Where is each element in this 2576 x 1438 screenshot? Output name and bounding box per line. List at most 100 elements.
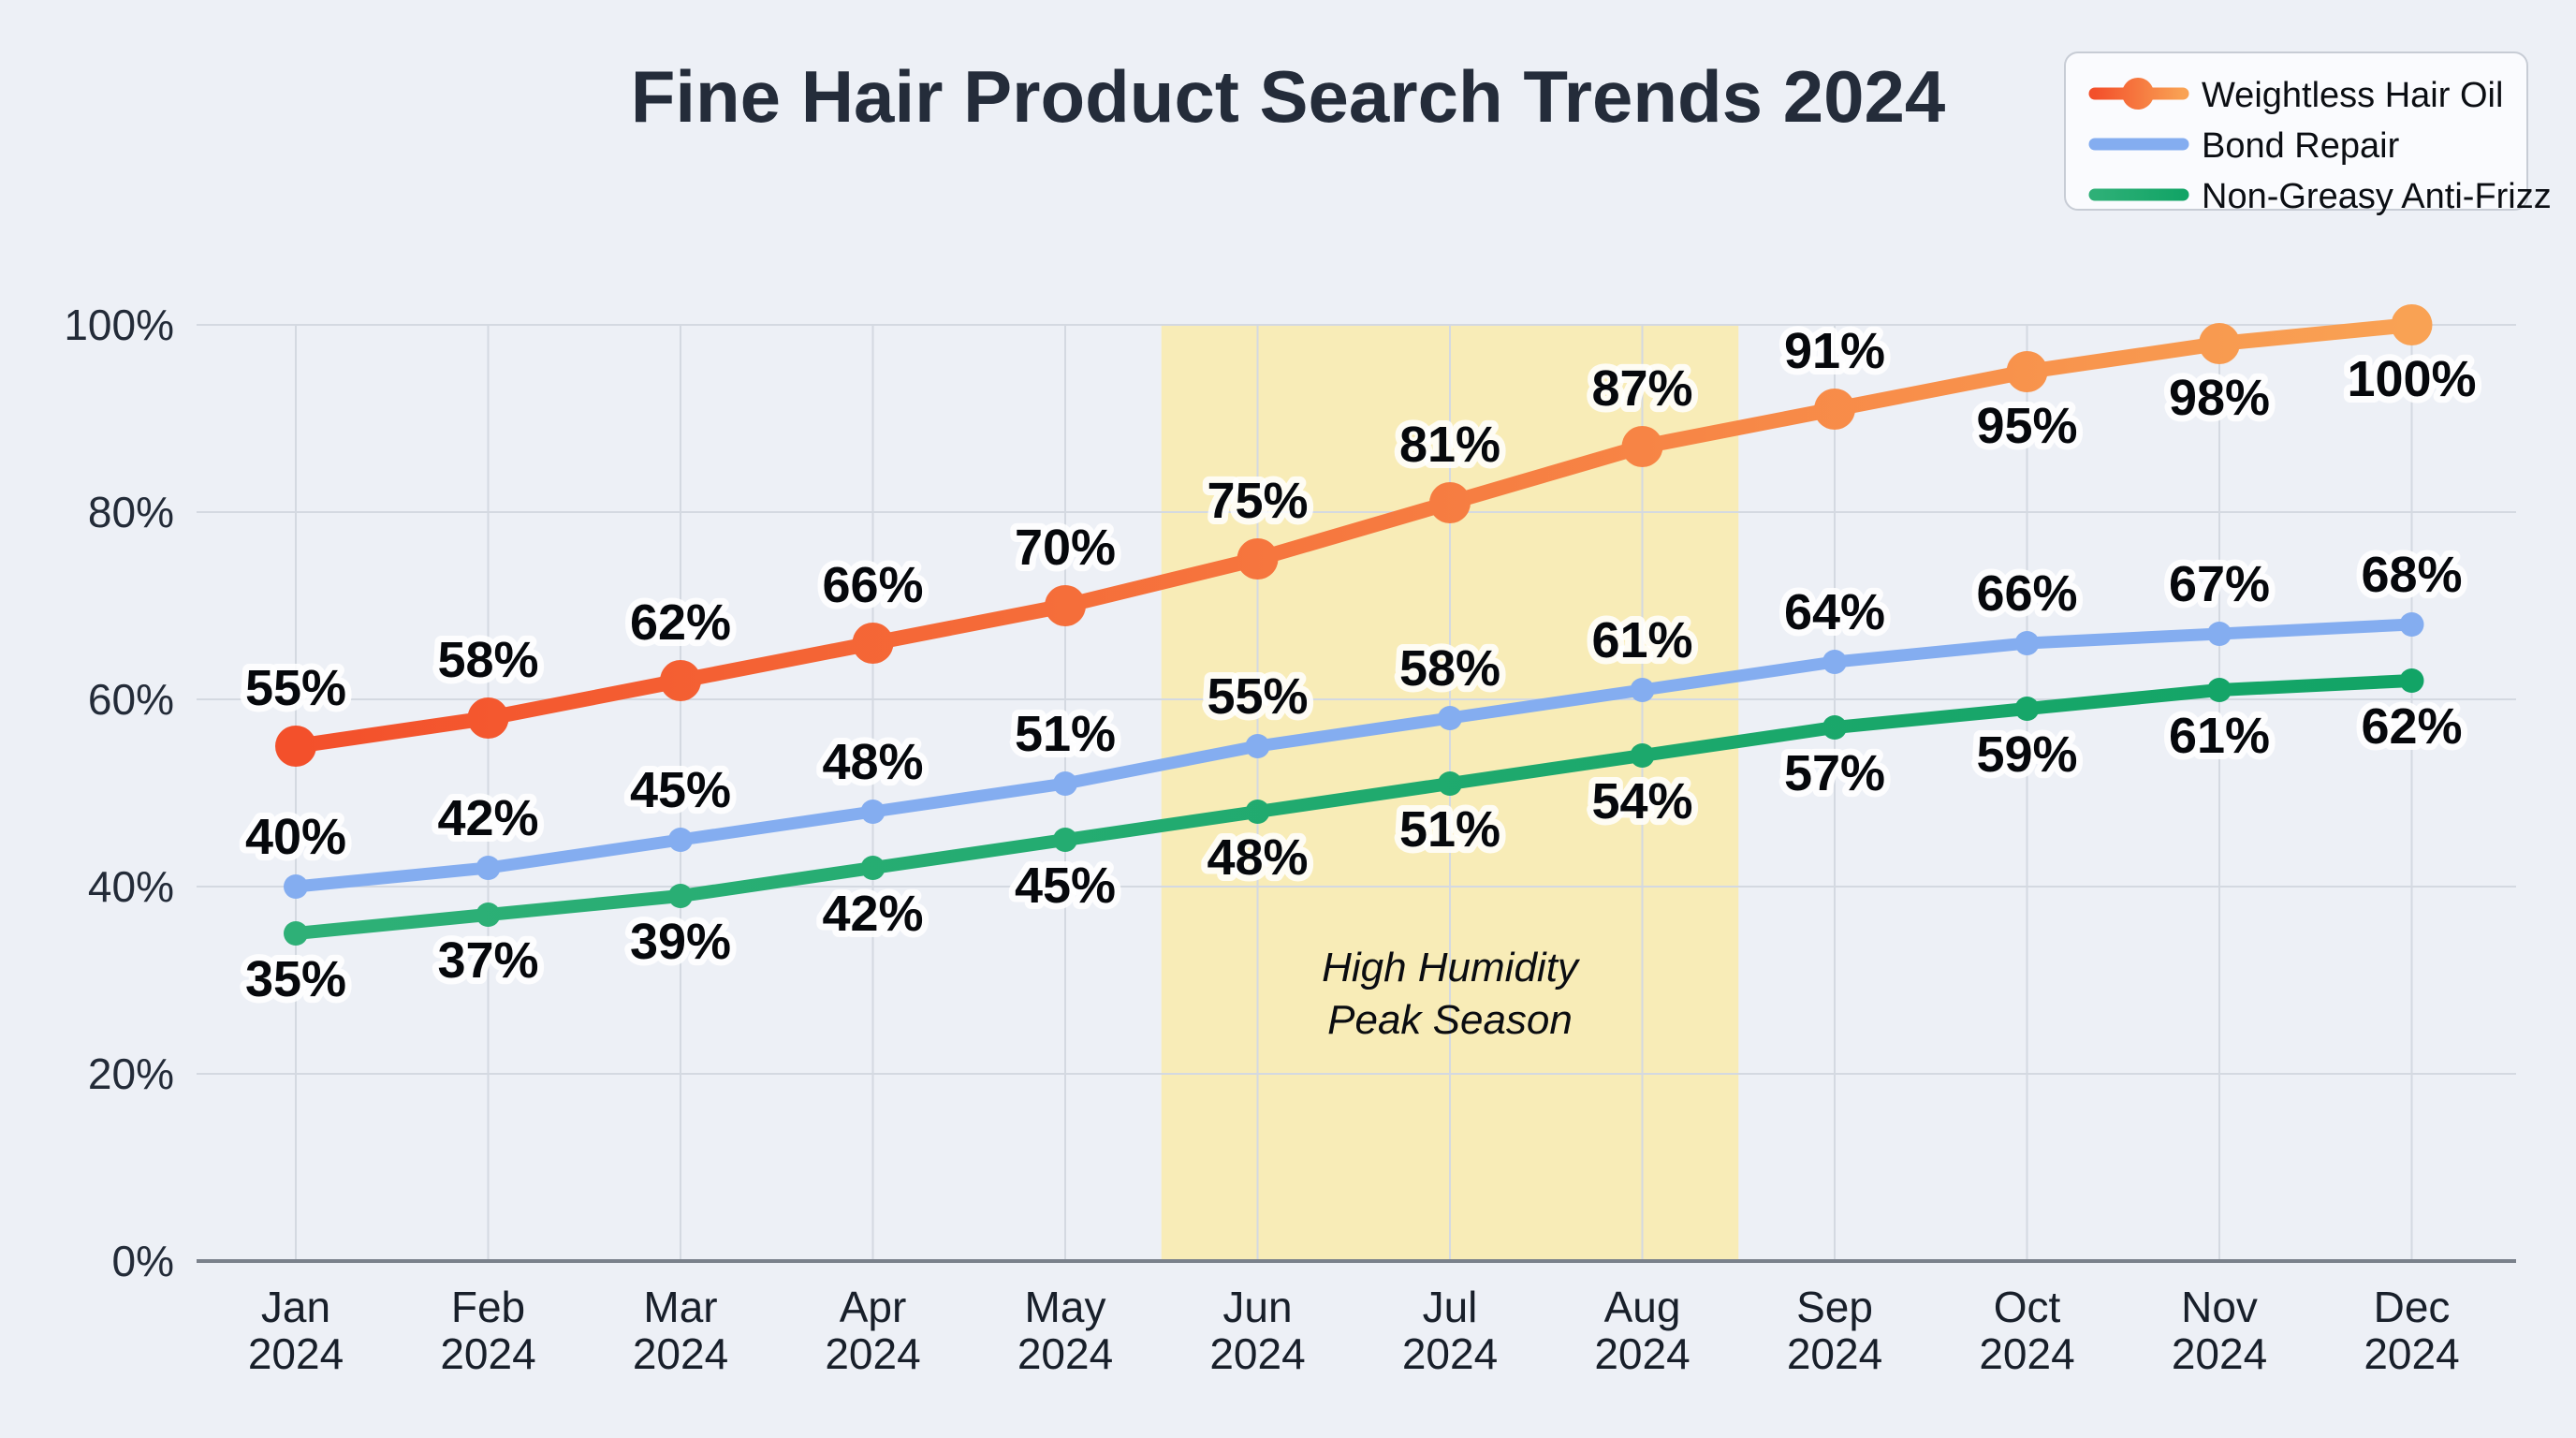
data-series (275, 304, 2433, 946)
x-tick-month: Sep (1796, 1283, 1873, 1331)
data-point-label: 68% (2361, 547, 2462, 603)
x-tick-year: 2024 (633, 1329, 728, 1378)
data-point-marker (1053, 771, 1077, 796)
x-tick-year: 2024 (440, 1329, 535, 1378)
x-tick-year: 2024 (2364, 1329, 2459, 1378)
data-point-marker (668, 884, 693, 908)
y-tick-label: 60% (88, 675, 174, 724)
x-tick-year: 2024 (1594, 1329, 1690, 1378)
series-1 (284, 612, 2424, 899)
legend-item-weightless-hair-oil: Weightless Hair Oil (2088, 76, 2503, 115)
data-point-label: 100% (2347, 351, 2476, 407)
data-point-marker (860, 856, 886, 880)
data-point-label: 37% (437, 932, 538, 989)
series-2 (284, 668, 2424, 946)
data-point-label: 51% (1015, 706, 1116, 762)
data-point-label: 35% (245, 951, 346, 1007)
data-point-marker (1245, 734, 1270, 758)
data-point-label: 66% (1976, 565, 2077, 622)
data-point-marker (660, 660, 701, 701)
data-point-labels: 55% 58% 62% 66% 70% 75% 81% 87% 91% 95% 98% 100% 40%… (239, 316, 2483, 1014)
data-point-label: 59% (1976, 726, 2077, 783)
data-point-marker (476, 856, 501, 880)
x-axis-month-labels: Jan2024Feb2024Mar2024Apr2024May2024Jun20… (248, 1283, 2460, 1378)
x-tick-month: Nov (2181, 1283, 2258, 1331)
data-point-label: 67% (2169, 556, 2270, 612)
x-tick-month: Dec (2374, 1283, 2451, 1331)
data-point-label: 66% (822, 557, 923, 613)
data-point-marker (476, 902, 501, 927)
data-point-label: 55% (1207, 668, 1308, 725)
legend-item-non-greasy-anti-frizz: Non-Greasy Anti-Frizz (2088, 177, 2552, 216)
data-point-label: 55% (245, 660, 346, 716)
x-tick-year: 2024 (825, 1329, 920, 1378)
data-point-marker (1630, 743, 1655, 768)
data-point-marker (1630, 678, 1655, 702)
data-point-marker (2014, 697, 2040, 721)
y-tick-label: 80% (88, 488, 174, 536)
x-tick-year: 2024 (1017, 1329, 1113, 1378)
data-point-label: 58% (437, 632, 538, 688)
data-point-label: 81% (1399, 417, 1500, 473)
data-point-marker (2391, 304, 2433, 345)
data-point-marker (1822, 715, 1847, 740)
x-tick-month: May (1025, 1283, 1106, 1331)
y-tick-label: 40% (88, 862, 174, 911)
y-tick-label: 20% (88, 1049, 174, 1098)
data-point-label: 45% (1015, 858, 1116, 914)
data-point-label: 98% (2169, 370, 2270, 426)
data-point-marker (2014, 631, 2040, 655)
data-point-marker (1814, 389, 1855, 430)
data-point-label: 91% (1784, 323, 1885, 379)
data-point-label: 45% (630, 762, 731, 818)
annotation-line-1: High Humidity (1322, 945, 1581, 990)
legend-label-bond-repair: Bond Repair (2202, 126, 2400, 166)
data-point-marker (2207, 622, 2232, 646)
data-point-marker (2006, 351, 2048, 392)
data-point-label: 42% (437, 790, 538, 846)
data-point-marker (1245, 800, 1270, 824)
data-point-label: 64% (1784, 584, 1885, 640)
data-point-marker (1822, 650, 1847, 674)
data-point-label: 61% (1591, 612, 1692, 668)
data-point-label: 48% (1207, 829, 1308, 886)
data-point-marker (1438, 771, 1462, 796)
data-point-marker (668, 828, 693, 852)
data-point-marker (1621, 426, 1663, 467)
legend: Weightless Hair Oil Bond Repair Non-Grea… (2064, 51, 2552, 216)
data-point-label: 57% (1784, 745, 1885, 801)
data-point-label: 62% (2361, 698, 2462, 755)
x-tick-year: 2024 (1402, 1329, 1498, 1378)
x-tick-month: Aug (1604, 1283, 1681, 1331)
data-point-marker (1045, 585, 1086, 626)
series-line (289, 674, 2419, 940)
data-point-marker (860, 800, 886, 824)
data-point-marker (1237, 538, 1279, 580)
data-point-marker (284, 874, 308, 899)
data-point-marker (2207, 678, 2232, 702)
legend-item-bond-repair: Bond Repair (2088, 126, 2400, 166)
x-tick-month: Jan (261, 1283, 330, 1331)
data-point-label: 48% (822, 734, 923, 790)
series-0 (275, 304, 2433, 767)
data-point-marker (852, 623, 894, 664)
annotation-line-2: Peak Season (1327, 997, 1573, 1043)
data-point-marker (1429, 482, 1471, 523)
legend-label-non-greasy-anti-frizz: Non-Greasy Anti-Frizz (2202, 177, 2552, 216)
data-point-label: 95% (1976, 398, 2077, 454)
x-tick-year: 2024 (1209, 1329, 1305, 1378)
data-point-marker (275, 726, 316, 767)
data-point-marker (2399, 612, 2424, 637)
data-point-marker (467, 697, 509, 739)
data-point-label: 70% (1015, 520, 1116, 576)
data-point-label: 51% (1399, 801, 1500, 858)
data-point-label: 39% (630, 914, 731, 970)
y-tick-label: 100% (64, 301, 174, 349)
data-point-label: 61% (2169, 708, 2270, 764)
x-tick-year: 2024 (1979, 1329, 2074, 1378)
band-annotation: High Humidity Peak Season (1322, 945, 1581, 1043)
y-tick-label: 0% (112, 1237, 174, 1285)
data-point-label: 75% (1207, 473, 1308, 529)
data-point-label: 87% (1591, 360, 1692, 417)
